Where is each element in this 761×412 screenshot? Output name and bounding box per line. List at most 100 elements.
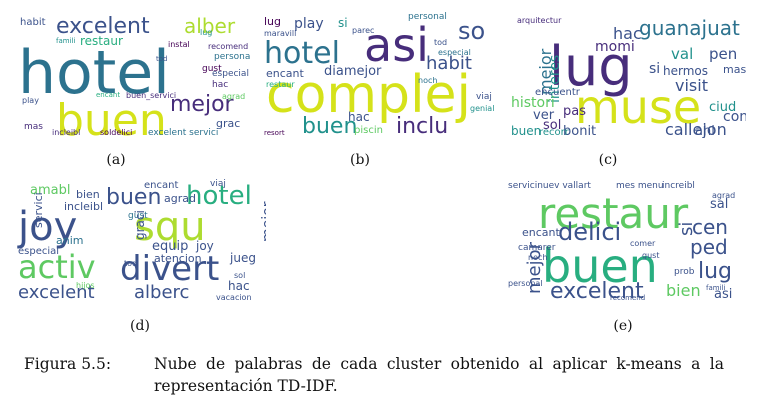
word: anim: [56, 234, 83, 247]
word: restaur: [80, 34, 123, 48]
word: especial: [18, 246, 59, 257]
word: famili: [56, 37, 75, 45]
wordcloud-b: complej asi hotel buen inclu habit so lu…: [262, 11, 499, 138]
word: gust: [128, 211, 148, 221]
word: muse: [575, 80, 701, 134]
word: resort: [264, 129, 285, 137]
word: prob: [674, 267, 695, 277]
caption-label: Figura 5.5:: [24, 355, 112, 373]
word: callejon: [665, 120, 727, 138]
word: buen: [106, 185, 161, 210]
word: si: [338, 16, 348, 30]
word: personal: [408, 12, 447, 22]
word: joy: [195, 239, 214, 253]
word: asi: [714, 287, 732, 302]
word: encant: [144, 180, 178, 191]
word: genial: [470, 104, 494, 113]
word: personal: [508, 279, 543, 288]
word: lug: [264, 15, 281, 28]
word: tod: [124, 259, 137, 268]
word: encant: [522, 226, 560, 239]
word: amabl: [30, 183, 70, 198]
word: buen_servici: [126, 91, 176, 100]
word: vacacion: [216, 293, 252, 302]
word: recorr: [539, 127, 570, 138]
word: mes menu: [616, 181, 664, 191]
word: soldelici: [100, 128, 132, 137]
word: delici: [558, 218, 621, 246]
word: lug: [200, 28, 212, 37]
word: pen: [709, 45, 737, 63]
word: encant: [96, 91, 120, 99]
word: momi: [595, 39, 635, 55]
word: guanajuat: [639, 16, 740, 40]
wordcloud-d: joy squ activ divert hotel buen excelent…: [16, 178, 266, 302]
word: encuentr: [535, 87, 581, 98]
word: incleibl: [64, 200, 103, 213]
word: encant: [266, 67, 304, 80]
word: famili: [706, 284, 725, 292]
word: ahi: [695, 124, 715, 138]
word: servici: [32, 192, 45, 228]
word: noch: [528, 253, 547, 262]
word: viaj: [210, 179, 226, 189]
word: mejor: [536, 48, 555, 95]
word: bien: [666, 281, 701, 300]
word: noch: [418, 76, 437, 85]
word: comer: [630, 239, 656, 248]
word: excelent: [550, 279, 644, 302]
word: interes: [547, 55, 563, 103]
panel-label-e: (e): [613, 318, 633, 334]
panel-label-c: (c): [598, 152, 618, 168]
word: gust: [202, 64, 222, 74]
word: atencion: [154, 252, 202, 265]
word: mas: [24, 122, 43, 132]
word: asi: [364, 18, 429, 72]
word: activ: [18, 248, 96, 286]
word: piscin: [354, 125, 383, 136]
word: val: [671, 45, 693, 63]
word: histori: [511, 95, 555, 111]
word: si: [676, 222, 697, 236]
word: hermos: [663, 64, 708, 78]
word: maravill: [264, 29, 296, 38]
word: tod: [434, 38, 447, 47]
word: lug: [549, 35, 633, 98]
word: especial: [212, 69, 249, 79]
word: increibl: [662, 181, 695, 191]
word: hac: [613, 24, 642, 43]
word: ciud: [709, 100, 736, 115]
word: jueg: [229, 251, 256, 265]
word: parec: [352, 26, 374, 35]
word: lug: [698, 259, 732, 284]
word: buen: [56, 95, 167, 138]
word: excelent: [56, 14, 150, 39]
word: joy: [17, 204, 77, 250]
word: habit: [20, 17, 46, 28]
word: sol: [234, 271, 245, 280]
word: hotel: [264, 36, 340, 71]
word: excelent servici: [148, 128, 218, 138]
word: grac: [216, 117, 240, 130]
word: sal: [710, 197, 728, 212]
word: gust: [642, 251, 659, 260]
panel-label-b: (b): [350, 152, 370, 168]
word: alberc: [134, 282, 189, 302]
word: conoc: [723, 109, 746, 125]
word: divert: [120, 249, 219, 289]
word: restaur: [266, 80, 295, 89]
word: excelent: [18, 282, 95, 302]
word: habit: [426, 53, 472, 74]
word: play: [294, 16, 324, 32]
word: bien: [76, 188, 100, 201]
panel-label-d: (d): [130, 318, 150, 334]
word: recomend: [610, 294, 645, 302]
word: buen: [511, 124, 541, 138]
word: equip: [152, 239, 188, 254]
word: diamejor: [324, 64, 382, 79]
word: mejor: [260, 201, 266, 242]
word: incleibl: [52, 128, 80, 137]
word: graci: [133, 210, 147, 240]
word: sol: [543, 118, 561, 133]
word: so: [458, 17, 485, 45]
